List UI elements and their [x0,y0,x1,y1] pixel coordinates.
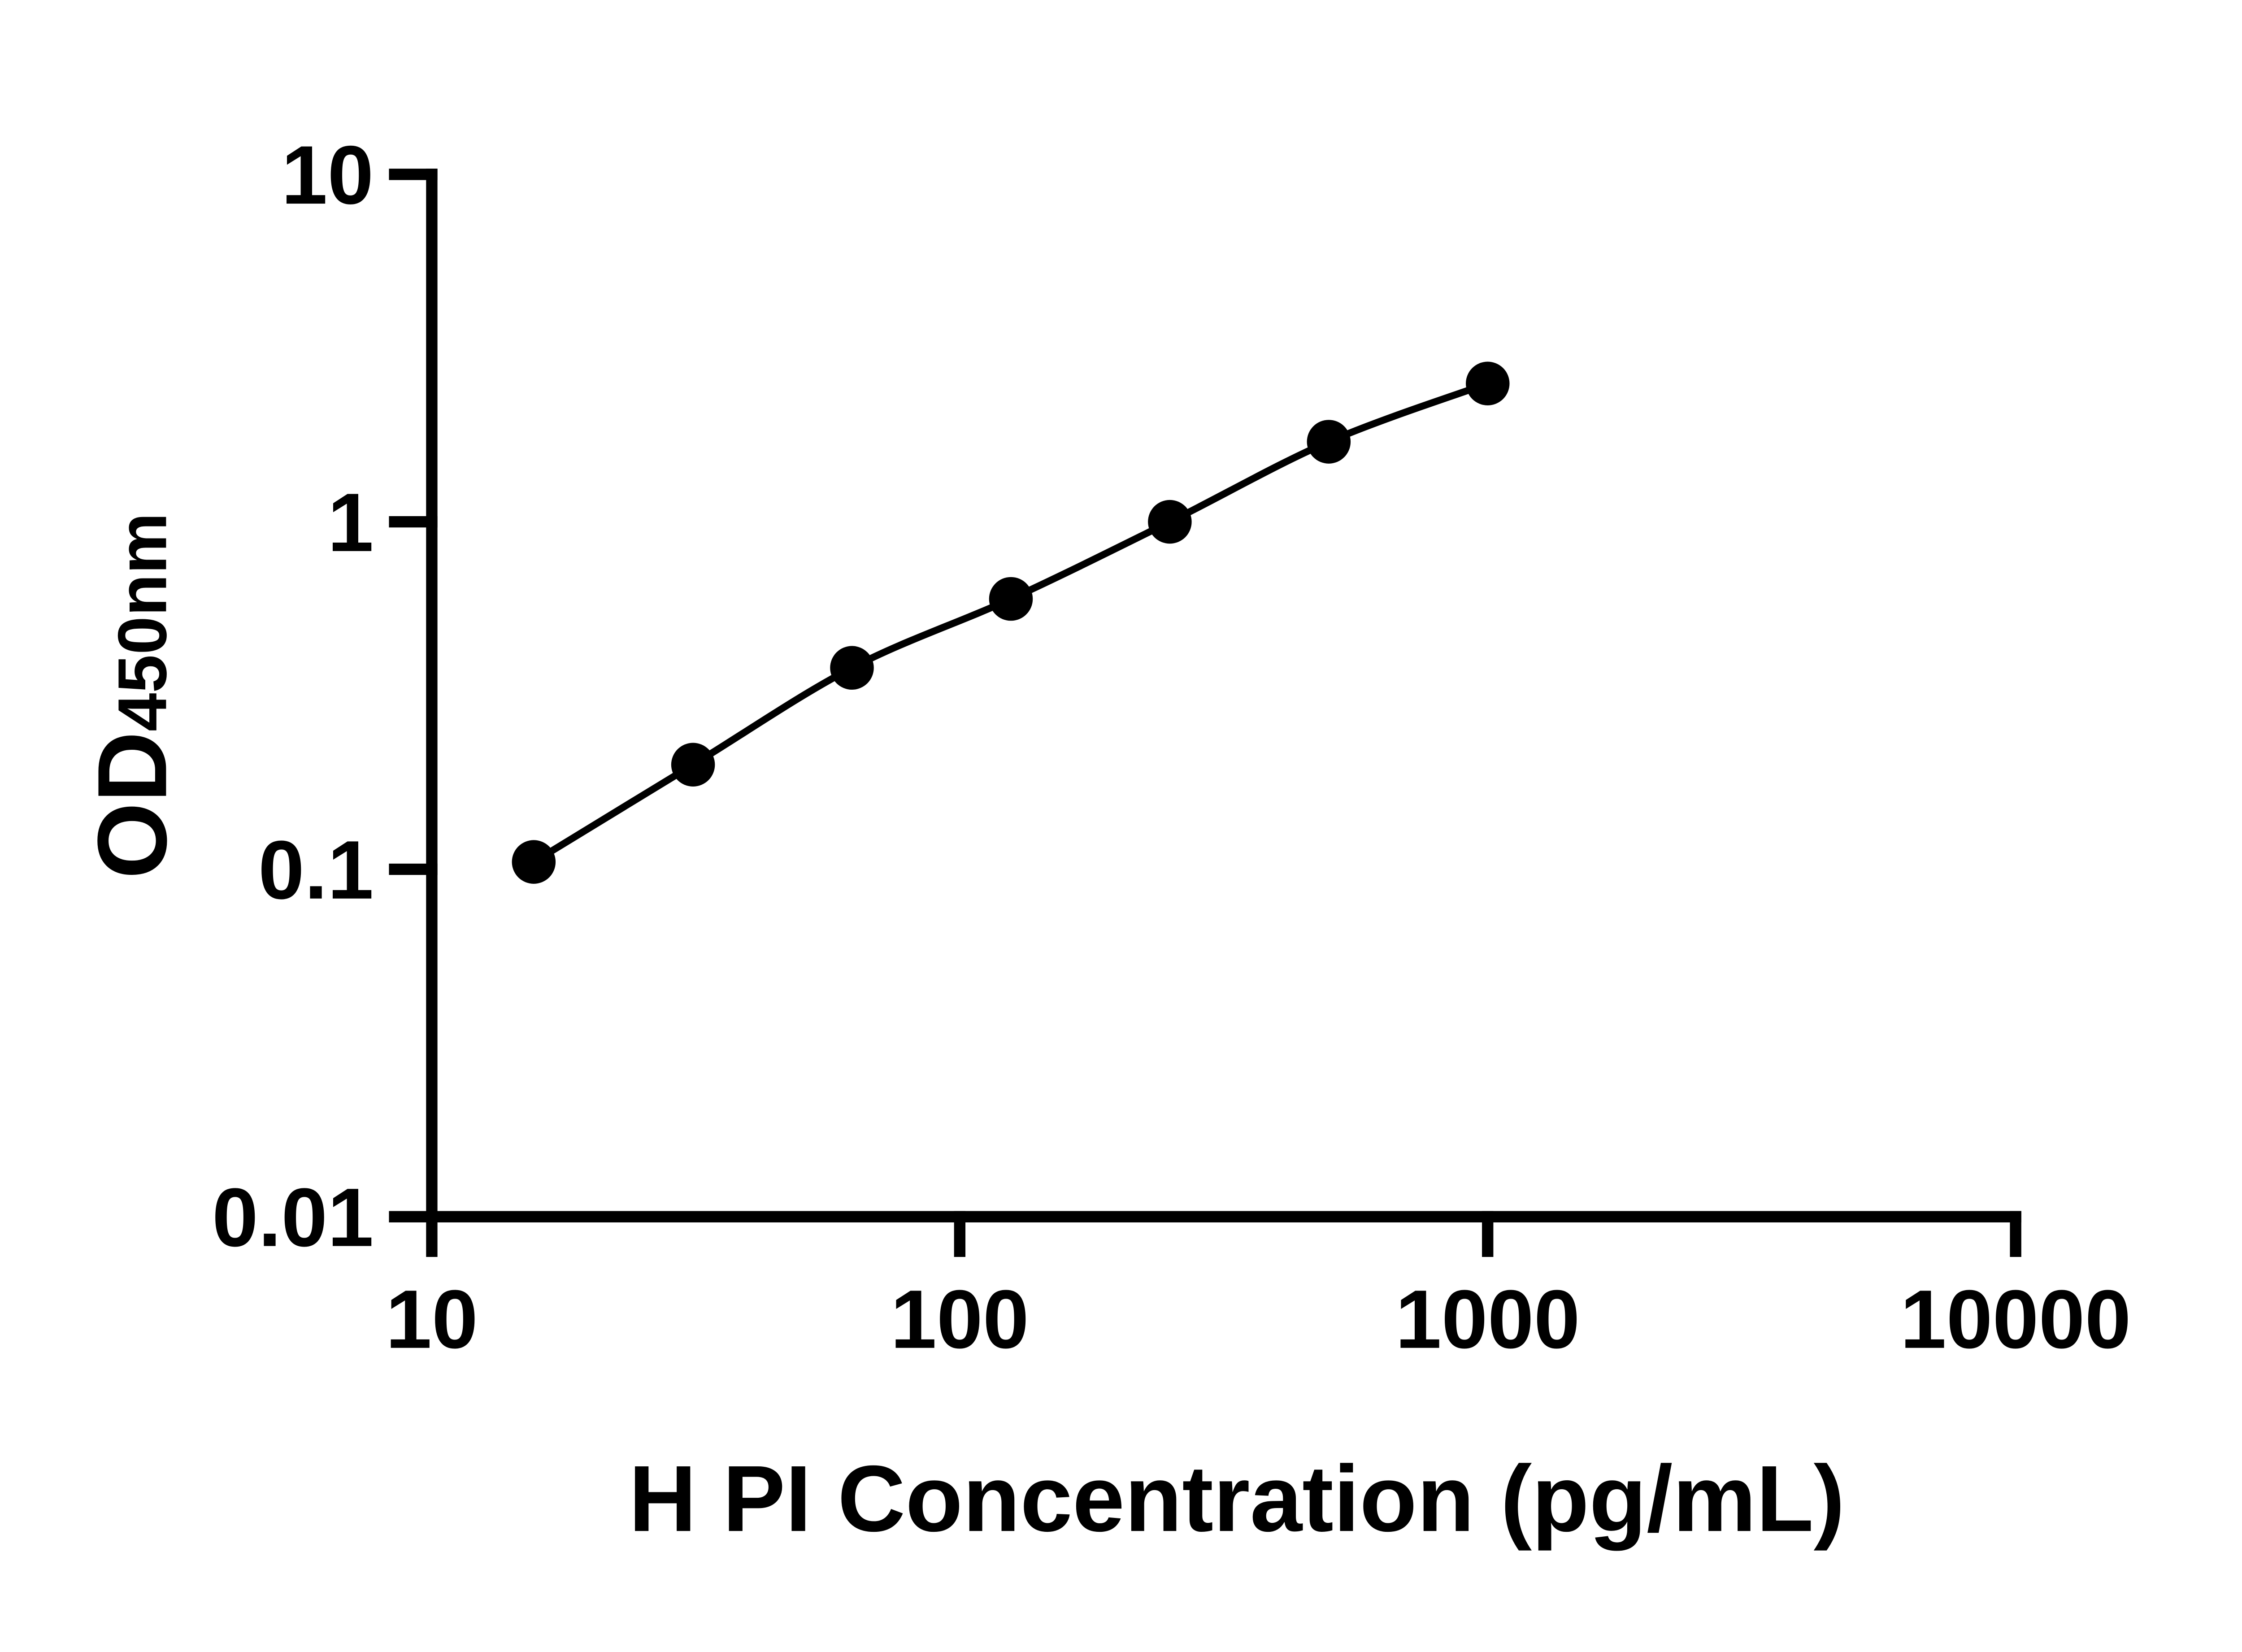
y-tick-label: 10 [281,129,374,222]
x-tick-label: 10000 [1900,1273,2131,1366]
data-point [671,743,715,787]
y-tick-label: 0.1 [258,824,374,917]
axes [426,169,2021,1223]
x-tick-label: 10 [386,1273,478,1366]
y-axis-title-subscript: 450nm [104,513,181,731]
data-series [512,361,1510,884]
y-axis-title-main: OD [77,731,187,879]
data-point [1148,500,1192,544]
data-point [1466,361,1510,405]
axis-spines [426,169,2021,1223]
data-point [830,646,874,690]
x-tick-label: 100 [891,1273,1029,1366]
data-point [512,840,556,884]
axis-ticks [389,169,2021,1257]
data-point [989,577,1033,621]
x-axis-title: H PI Concentration (pg/mL) [629,1446,1845,1551]
x-tick-label: 1000 [1395,1273,1580,1366]
y-tick-label: 1 [327,476,374,569]
y-tick-label: 0.01 [212,1171,374,1264]
y-axis-title: OD450nm [77,513,187,879]
data-point [1307,420,1351,464]
